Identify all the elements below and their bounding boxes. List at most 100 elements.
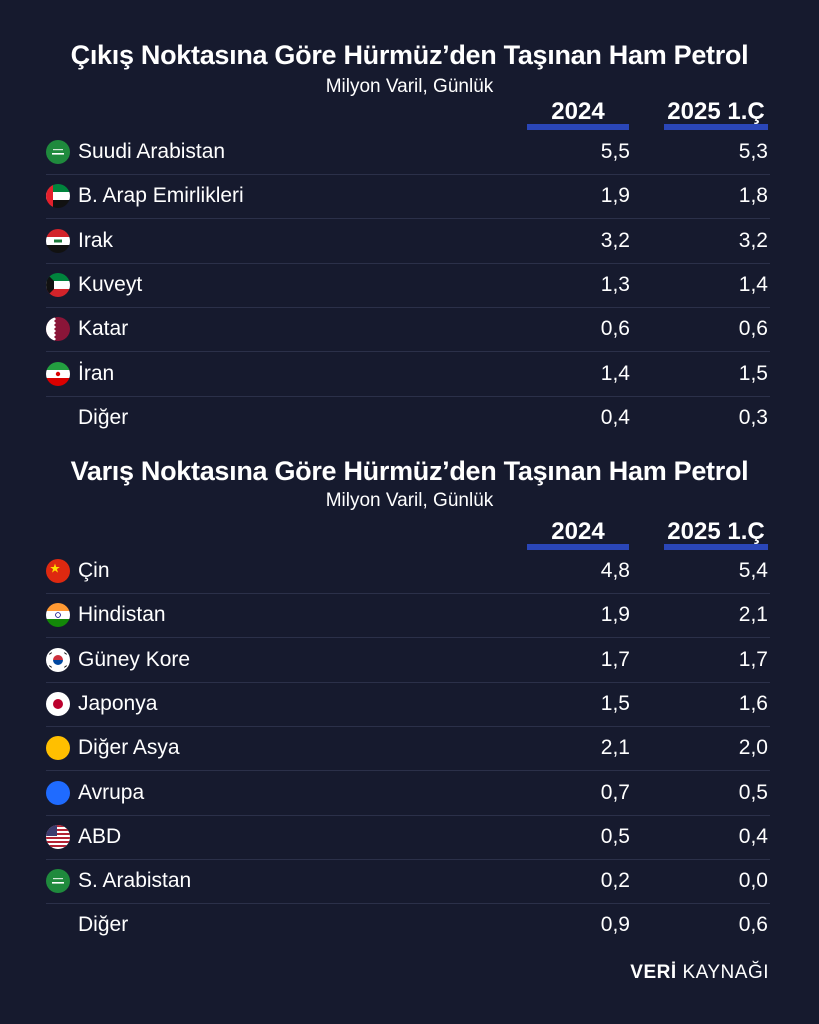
row-label: Güney Kore <box>78 647 191 671</box>
row-label: S. Arabistan <box>78 869 192 893</box>
row-label: Katar <box>78 317 129 341</box>
row-divider <box>46 395 770 397</box>
column-header-underline <box>664 124 768 130</box>
iran-flag-icon <box>46 361 70 386</box>
row-label: Kuveyt <box>78 272 143 296</box>
value-2024: 0,4 <box>600 405 630 429</box>
value-2024: 1,7 <box>600 647 630 671</box>
table-title: Varış Noktasına Göre Hürmüz’den Taşınan … <box>70 456 749 486</box>
row-label: ABD <box>78 824 122 848</box>
value-2024: 2,1 <box>600 736 630 760</box>
uae-flag-icon <box>46 184 70 209</box>
value-2025-q1: 0,6 <box>738 913 768 937</box>
value-2024: 0,2 <box>600 869 630 893</box>
value-2024: 1,9 <box>600 603 630 627</box>
japan-flag-icon <box>46 691 70 716</box>
row-divider <box>46 262 770 264</box>
table-title: Çıkış Noktasına Göre Hürmüz’den Taşınan … <box>70 40 749 70</box>
table-row: İran 1,4 1,5 <box>46 353 770 397</box>
table-row: Kuveyt 1,3 1,4 <box>46 264 770 308</box>
table-row: Irak 3,2 3,2 <box>46 220 770 264</box>
column-header-underline <box>527 124 629 130</box>
value-2025-q1: 2,1 <box>738 603 768 627</box>
table-subtitle: Milyon Varil, Günlük <box>325 76 494 97</box>
table-row: Diğer Asya 2,1 2,0 <box>46 727 770 772</box>
table-row: Hindistan 1,9 2,1 <box>46 594 770 639</box>
row-divider <box>46 637 770 639</box>
row-divider <box>46 725 770 727</box>
value-2024: 1,5 <box>600 691 630 715</box>
value-2025-q1: 0,3 <box>738 405 768 429</box>
table-row: Çin 4,8 5,4 <box>46 550 770 594</box>
row-divider <box>46 681 770 683</box>
value-2024: 3,2 <box>600 228 630 252</box>
row-label: Japonya <box>78 691 158 715</box>
column-header-underline <box>527 544 629 550</box>
europe-dot-icon <box>46 780 70 805</box>
row-divider <box>46 174 770 175</box>
value-2025-q1: 5,3 <box>738 140 768 163</box>
table-row: Katar 0,6 0,6 <box>46 308 770 353</box>
value-2025-q1: 0,5 <box>738 780 768 804</box>
table-row: Suudi Arabistan 5,5 5,3 <box>46 131 770 175</box>
column-header-2025-q1: 2025 1.Ç <box>664 518 768 550</box>
column-header-2024: 2024 <box>527 98 629 130</box>
value-2025-q1: 1,6 <box>738 691 768 715</box>
table-row: Güney Kore 1,7 1,7 <box>46 639 770 683</box>
column-header-2025-q1: 2025 1.Ç <box>664 98 768 130</box>
saudi-arabia-flag-icon <box>46 869 70 894</box>
table-row: B. Arap Emirlikleri 1,9 1,8 <box>46 175 770 220</box>
value-2025-q1: 0,4 <box>738 824 768 848</box>
row-divider <box>46 814 770 816</box>
table-row: Japonya 1,5 1,6 <box>46 683 770 727</box>
saudi-arabia-flag-icon <box>46 140 70 164</box>
table-row: Avrupa 0,7 0,5 <box>46 772 770 816</box>
row-label: İran <box>78 361 115 385</box>
value-2024: 0,9 <box>600 913 630 937</box>
row-divider <box>46 306 770 308</box>
row-divider <box>46 903 770 905</box>
table-subtitle: Milyon Varil, Günlük <box>325 490 494 511</box>
row-label: Diğer <box>78 913 129 937</box>
value-2024: 5,5 <box>600 140 630 163</box>
value-2024: 1,3 <box>600 272 630 296</box>
value-2025-q1: 1,8 <box>738 184 768 208</box>
other-asia-dot-icon <box>46 736 70 761</box>
row-label: Hindistan <box>78 603 166 627</box>
row-label: Diğer Asya <box>78 736 180 760</box>
table-row: S. Arabistan 0,2 0,0 <box>46 860 770 905</box>
row-label: Irak <box>78 228 114 252</box>
row-label: Suudi Arabistan <box>78 140 226 163</box>
usa-flag-icon <box>46 824 70 849</box>
row-label: Avrupa <box>78 780 145 804</box>
value-2025-q1: 0,6 <box>738 317 768 341</box>
value-2025-q1: 1,4 <box>738 272 768 296</box>
row-divider <box>46 770 770 772</box>
value-2024: 1,9 <box>600 184 630 208</box>
kuwait-flag-icon <box>46 272 70 297</box>
row-label: Diğer <box>78 405 129 429</box>
row-divider <box>46 351 770 353</box>
value-2024: 1,4 <box>600 361 630 385</box>
row-divider <box>46 593 770 594</box>
value-2025-q1: 3,2 <box>738 228 768 252</box>
column-header-underline <box>664 544 768 550</box>
row-label: Çin <box>78 559 110 582</box>
south-korea-flag-icon <box>46 647 70 672</box>
value-2024: 0,7 <box>600 780 630 804</box>
value-2024: 0,5 <box>600 824 630 848</box>
china-flag-icon <box>46 559 70 583</box>
india-flag-icon <box>46 603 70 628</box>
row-label: B. Arap Emirlikleri <box>78 184 244 208</box>
value-2025-q1: 1,5 <box>738 361 768 385</box>
qatar-flag-icon <box>46 317 70 342</box>
value-2025-q1: 0,0 <box>738 869 768 893</box>
value-2024: 0,6 <box>600 317 630 341</box>
value-2024: 4,8 <box>600 559 630 582</box>
row-divider <box>46 218 770 220</box>
table-row: Diğer 0,9 0,6 <box>46 904 770 948</box>
column-header-2024: 2024 <box>527 518 629 550</box>
table-row: Diğer 0,4 0,3 <box>46 397 770 441</box>
row-divider <box>46 858 770 860</box>
source-logo: VERİ KAYNAĞI <box>630 962 769 983</box>
